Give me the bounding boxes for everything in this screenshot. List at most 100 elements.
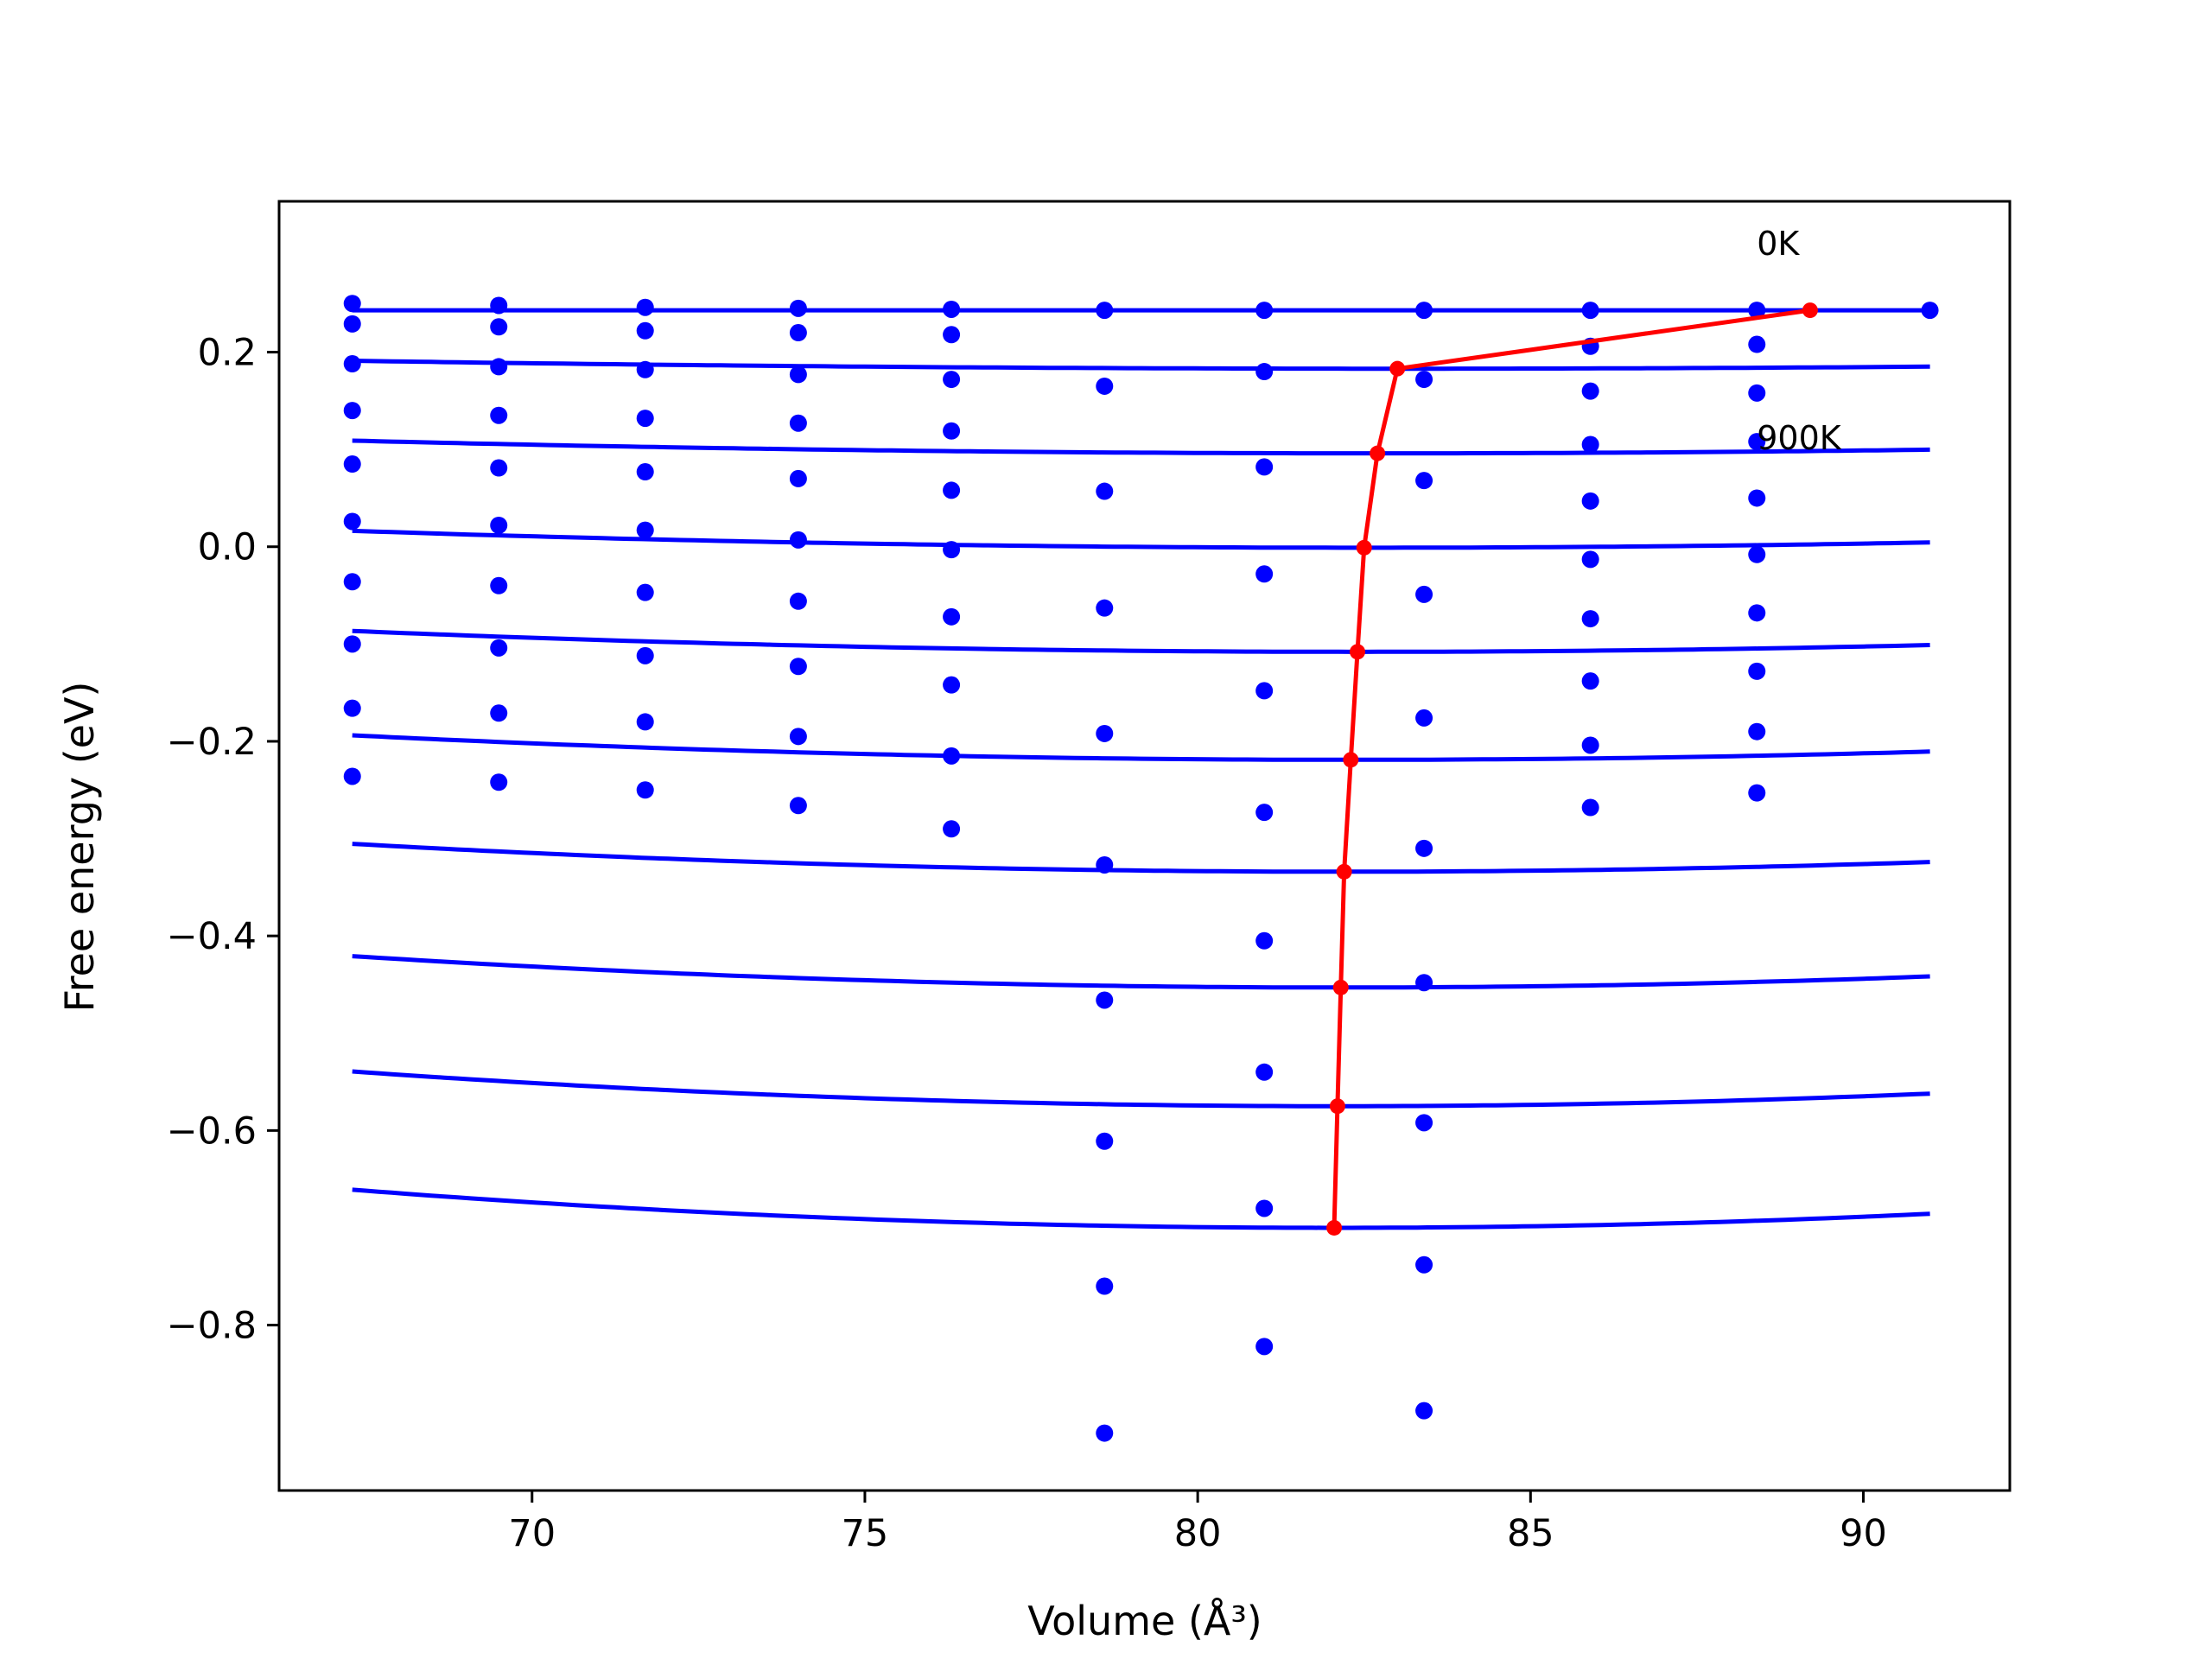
- data-point-s9-8: [1581, 736, 1599, 754]
- data-point-s7-0: [343, 635, 361, 653]
- data-point-s0-7: [1415, 302, 1433, 320]
- data-point-s11-2: [1415, 1114, 1433, 1132]
- data-point-s8-9: [1748, 662, 1766, 680]
- data-point-s0-9: [1748, 302, 1766, 320]
- minima-line: [1332, 308, 1811, 1229]
- data-point-s6-7: [1415, 585, 1433, 603]
- minimum-point-8: [1329, 1098, 1345, 1115]
- data-point-s10-1: [1255, 931, 1274, 950]
- minimum-point-5: [1343, 752, 1359, 768]
- data-point-s7-3: [789, 658, 807, 676]
- data-point-s6-3: [789, 592, 807, 610]
- data-point-s10-3: [1581, 798, 1599, 817]
- data-point-s2-0: [343, 355, 361, 373]
- data-point-s2-5: [1096, 377, 1114, 395]
- data-point-s10-4: [1748, 784, 1766, 802]
- data-point-s6-2: [636, 583, 654, 601]
- minimum-point-6: [1336, 863, 1352, 880]
- data-point-s4-1: [490, 459, 508, 477]
- data-point-s0-8: [1581, 302, 1599, 320]
- fit-curve-4: [352, 628, 1930, 654]
- fit-curve-7: [352, 954, 1930, 990]
- minimum-point-9: [1326, 1219, 1343, 1236]
- data-point-s12-1: [1255, 1199, 1274, 1217]
- data-point-s3-4: [943, 422, 961, 440]
- y-tick-label-4: −0.6: [167, 1109, 257, 1153]
- data-point-s8-3: [789, 728, 807, 746]
- data-point-s12-2: [1415, 1255, 1433, 1274]
- data-point-s4-7: [1415, 472, 1433, 490]
- data-point-s8-1: [490, 704, 508, 722]
- data-point-s9-9: [1748, 722, 1766, 741]
- data-point-s5-6: [1748, 489, 1766, 507]
- annotation-1: 900K: [1757, 419, 1842, 457]
- fit-curve-3: [352, 528, 1930, 550]
- data-point-s6-6: [1255, 565, 1274, 583]
- data-point-s4-6: [1255, 458, 1274, 476]
- data-point-s0-6: [1255, 302, 1274, 320]
- data-point-s5-3: [789, 531, 807, 549]
- minimum-point-3: [1356, 539, 1372, 556]
- data-point-s11-1: [1255, 1063, 1274, 1081]
- data-point-s8-8: [1581, 672, 1599, 690]
- tick-layer: 70 75 80 85 90 0.2 0.0 −0.2 −0.4 −0.6 −0.8: [167, 332, 1887, 1555]
- data-point-s4-8: [1581, 435, 1599, 454]
- data-point-s1-4: [943, 326, 961, 344]
- data-point-s9-4: [943, 820, 961, 838]
- data-point-s2-7: [1415, 371, 1433, 389]
- data-point-s1-3: [789, 324, 807, 342]
- data-point-s6-1: [490, 576, 508, 594]
- x-tick-label-2: 80: [1174, 1512, 1222, 1555]
- data-point-s2-4: [943, 371, 961, 389]
- annotation-layer: 0K 900K: [1757, 225, 1842, 457]
- data-point-s8-6: [1255, 682, 1274, 700]
- data-point-s7-4: [943, 676, 961, 694]
- data-point-s0-4: [943, 300, 961, 318]
- x-axis-label: Volume (Å³): [1027, 1598, 1262, 1644]
- data-point-s10-2: [1415, 974, 1433, 992]
- plot-layer: [343, 295, 1939, 1442]
- data-point-s5-4: [943, 541, 961, 559]
- data-point-s6-4: [943, 607, 961, 626]
- fit-curve-6: [352, 842, 1930, 874]
- y-tick-label-3: −0.4: [167, 915, 257, 958]
- data-point-s12-0: [1096, 1277, 1114, 1295]
- data-point-s8-2: [636, 713, 654, 731]
- data-point-s3-3: [789, 414, 807, 432]
- x-tick-label-3: 85: [1507, 1512, 1554, 1555]
- data-point-s8-0: [343, 699, 361, 717]
- data-point-s4-2: [636, 463, 654, 481]
- data-point-s4-4: [943, 481, 961, 499]
- x-tick-label-0: 70: [508, 1512, 556, 1555]
- data-point-s8-5: [1096, 724, 1114, 742]
- data-point-s9-3: [789, 797, 807, 815]
- data-point-s9-0: [343, 767, 361, 785]
- data-point-s5-2: [636, 521, 654, 539]
- data-point-s10-0: [1096, 991, 1114, 1009]
- minimum-point-7: [1332, 979, 1349, 995]
- data-point-s7-1: [490, 639, 508, 657]
- data-point-s9-2: [636, 781, 654, 799]
- minimum-point-4: [1350, 644, 1366, 660]
- data-point-s3-5: [1581, 382, 1599, 400]
- data-point-s7-6: [1748, 604, 1766, 622]
- data-point-s5-1: [490, 516, 508, 534]
- data-point-s6-8: [1581, 550, 1599, 569]
- data-point-s0-1: [490, 296, 508, 315]
- data-point-s9-5: [1096, 855, 1114, 874]
- minimum-point-1: [1389, 360, 1406, 377]
- minimum-point-0: [1802, 302, 1818, 319]
- data-point-s2-6: [1255, 363, 1274, 381]
- data-point-s2-2: [636, 360, 654, 378]
- data-point-s4-3: [789, 469, 807, 487]
- fit-curve-8: [352, 1069, 1930, 1109]
- data-point-s7-5: [1581, 610, 1599, 628]
- data-point-s1-0: [343, 315, 361, 333]
- x-tick-label-4: 90: [1840, 1512, 1887, 1555]
- data-point-s13-0: [1096, 1424, 1114, 1442]
- fit-curve-5: [352, 733, 1930, 762]
- data-point-s3-2: [636, 410, 654, 428]
- data-point-s8-4: [943, 747, 961, 765]
